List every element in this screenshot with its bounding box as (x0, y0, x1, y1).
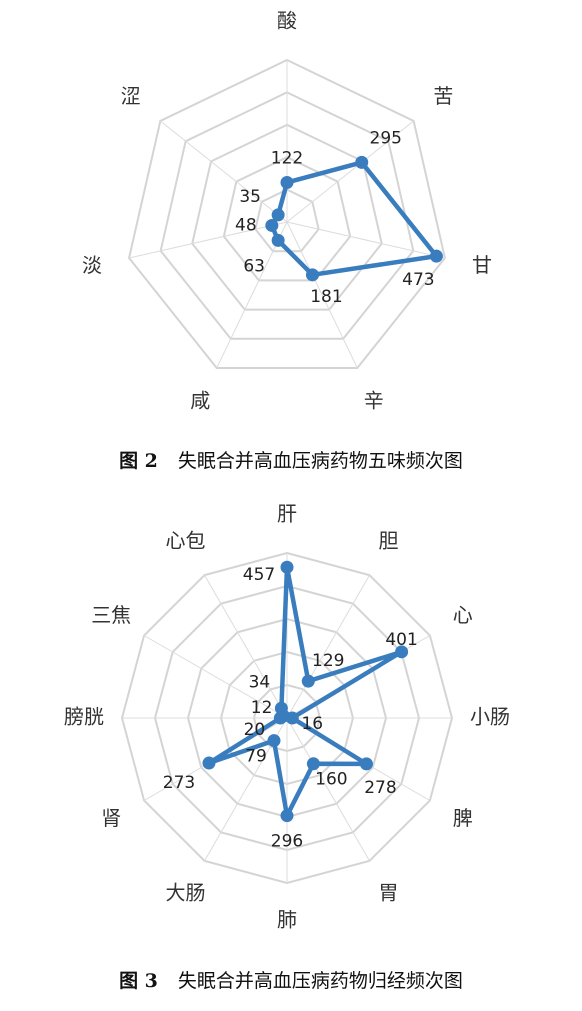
figure-2-caption-number: 图 2 (119, 450, 158, 472)
figure-3-caption-text: 失眠合并高血压病药物归经频次图 (177, 970, 463, 992)
chart3-value-label-8: 273 (163, 773, 195, 793)
chart3-axis-label-11: 心包 (166, 529, 206, 553)
chart3-point-0 (280, 560, 294, 574)
chart3-point-6 (280, 809, 294, 823)
chart3-value-label-10: 12 (251, 698, 273, 718)
chart2-axis-label-6: 涩 (121, 84, 141, 108)
chart3-value-label-0: 457 (243, 565, 275, 585)
chart2-axis-label-3: 辛 (364, 389, 384, 413)
chart3-point-11 (274, 701, 288, 715)
chart2-spoke-2 (286, 221, 446, 259)
chart2-spoke-1 (286, 120, 414, 223)
radar-chart-meridians: 肝胆心小肠脾胃肺 大肠 肾 膀胱 三焦 心包 457 129 401 16 278 160 296 79 2… (0, 498, 582, 938)
chart3-axis-label-1: 胆 (379, 529, 399, 553)
chart2-spoke-6 (160, 120, 288, 223)
chart2-grid-ring-2 (222, 156, 352, 282)
chart2-grid-ring-3 (191, 123, 383, 311)
chart2-series-line (269, 160, 439, 278)
chart2-point-3 (305, 268, 319, 282)
chart2-value-label-6: 35 (239, 187, 261, 207)
chart2-point-1 (355, 155, 369, 169)
chart3-spoke-11 (204, 574, 288, 719)
chart3-axis-label-7: 大肠 (166, 880, 206, 904)
chart2-axis-label-0: 酸 (277, 9, 297, 33)
figure-3-caption: 图 3 失眠合并高血压病药物归经频次图 (0, 966, 582, 993)
chart3-spoke-1 (286, 574, 370, 719)
chart3-value-label-6: 296 (271, 832, 303, 852)
chart3-point-4 (359, 757, 373, 771)
chart3-value-label-4: 278 (364, 778, 396, 798)
chart3-value-label-11: 34 (249, 672, 271, 692)
chart2-value-label-1: 295 (370, 128, 402, 148)
chart3-point-8 (202, 756, 216, 770)
chart2-point-6 (271, 208, 285, 222)
chart3-point-5 (306, 757, 320, 771)
chart3-axis-label-8: 肾 (101, 806, 121, 830)
chart2-value-label-0: 122 (271, 148, 303, 168)
chart3-axis-label-9: 膀胱 (64, 705, 104, 729)
chart3-axis-label-5: 胃 (379, 880, 399, 904)
chart3-value-label-9: 20 (244, 720, 266, 740)
figure-3-caption-number: 图 3 (119, 970, 158, 992)
chart2-axis-label-5: 淡 (82, 253, 102, 277)
chart2-spoke-5 (128, 221, 288, 259)
chart3-value-label-7: 79 (245, 747, 267, 767)
radar-chart-flavors: 酸苦甘辛 咸 淡 涩 122 295 473 181 63 48 35 (0, 0, 582, 432)
chart2-axis-label-4: 咸 (190, 389, 210, 413)
chart3-axis-label-10: 三焦 (91, 603, 131, 627)
chart3-value-label-3: 16 (301, 714, 323, 734)
chart2-point-4 (271, 233, 285, 247)
chart3-axis-label-0: 肝 (277, 502, 297, 526)
chart2-axis-label-2: 甘 (472, 253, 492, 277)
figure-2-caption-text: 失眠合并高血压病药物五味频次图 (177, 450, 463, 472)
chart2-grid-ring-4 (159, 91, 415, 340)
chart3-axis-label-3: 小肠 (470, 705, 510, 729)
chart3-spoke-5 (286, 717, 370, 862)
chart2-grid-ring-5 (127, 58, 447, 369)
chart3-spoke-10 (143, 635, 288, 719)
chart3-value-label-5: 160 (315, 770, 347, 790)
chart3-point-2 (395, 645, 409, 659)
chart3-axis-label-6: 肺 (277, 908, 297, 932)
chart2-spoke-4 (216, 221, 288, 369)
chart2-spoke-3 (286, 221, 358, 369)
chart2-value-label-4: 63 (243, 256, 265, 276)
chart3-axis-label-2: 心 (453, 603, 473, 627)
figure-2-caption: 图 2 失眠合并高血压病药物五味频次图 (0, 446, 582, 473)
chart2-value-label-3: 181 (310, 287, 342, 307)
chart3-value-label-2: 401 (385, 630, 417, 650)
chart3-value-label-1: 129 (312, 651, 344, 671)
chart2-value-label-5: 48 (235, 215, 257, 235)
chart3-point-1 (301, 674, 315, 688)
chart2-value-label-2: 473 (402, 270, 434, 290)
chart3-point-7 (267, 734, 281, 748)
chart2-point-5 (265, 218, 279, 232)
chart2-point-2 (429, 249, 443, 263)
chart2-axis-label-1: 苦 (433, 84, 453, 108)
chart3-axis-label-4: 脾 (453, 806, 473, 830)
chart2-point-0 (280, 175, 294, 189)
